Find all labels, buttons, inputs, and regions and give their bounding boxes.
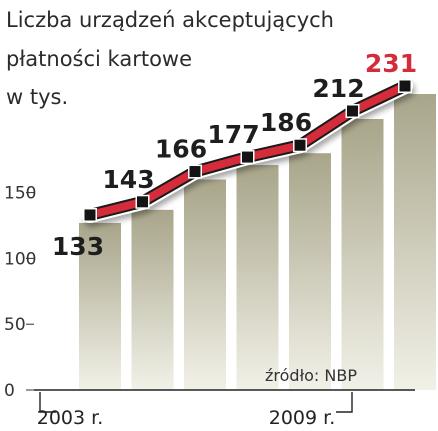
background-columns <box>79 94 436 390</box>
data-point <box>399 80 411 92</box>
background-column <box>79 222 121 390</box>
data-point <box>84 209 96 221</box>
data-point <box>242 151 253 163</box>
x-axis-bracket-right <box>336 392 353 413</box>
y-axis-ticks: 0 50 100 150 <box>4 184 36 401</box>
chart-title-line-3: w tys. <box>6 85 68 109</box>
y-tick-label: 150 <box>4 184 36 204</box>
data-label: 186 <box>260 108 312 137</box>
data-label: 177 <box>207 120 259 149</box>
series-markers <box>83 79 412 222</box>
y-tick-label: 50 <box>4 315 26 335</box>
background-column <box>236 165 279 390</box>
y-tick-label: 100 <box>4 249 36 269</box>
x-label-end: 2009 r. <box>269 407 336 429</box>
chart-title-line-1: Liczba urządzeń akceptujących <box>6 8 334 32</box>
data-point <box>189 166 201 178</box>
source-note: źródło: NBP <box>265 366 357 385</box>
background-column <box>289 153 331 390</box>
data-label: 231 <box>365 49 417 78</box>
x-axis-bracket-left <box>39 392 56 413</box>
x-label-start: 2003 r. <box>37 407 104 429</box>
data-point <box>137 196 148 208</box>
background-column <box>184 179 226 390</box>
data-point <box>294 139 306 151</box>
background-column <box>394 94 436 390</box>
chart-title-line-2: płatności kartowe <box>6 47 192 71</box>
y-tick-label: 0 <box>4 381 15 401</box>
data-label: 212 <box>312 74 364 103</box>
background-column <box>131 209 174 390</box>
data-label: 133 <box>52 232 104 261</box>
data-label: 143 <box>102 165 154 194</box>
data-label: 166 <box>155 135 207 164</box>
x-axis <box>34 389 415 413</box>
background-column <box>341 119 384 390</box>
data-point <box>347 105 358 117</box>
